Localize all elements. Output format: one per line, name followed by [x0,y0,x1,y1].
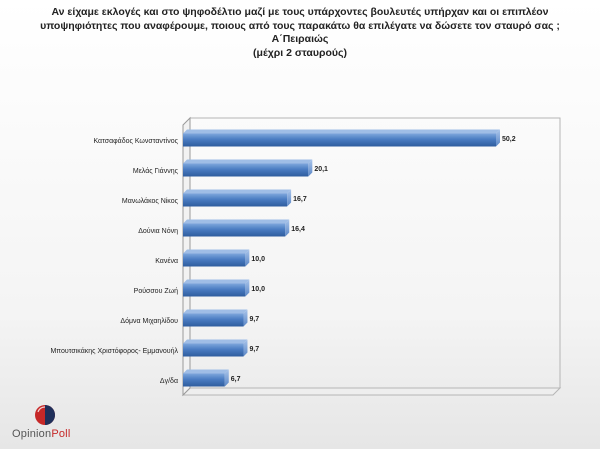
plot-floor [181,387,562,396]
bar-front [183,343,244,357]
bar-front [183,283,246,297]
category-label: Ρούσσου Ζωή [134,287,178,295]
bar-top [183,219,290,224]
bar [183,189,292,207]
bar [183,129,500,147]
title-line-1: Αν είχαμε εκλογές και στο ψηφοδέλτιο μαζ… [51,6,549,18]
bar-end [224,369,229,387]
bar-end [287,189,292,207]
bar-top [183,129,500,134]
bar-top [183,279,250,284]
bar-top [183,339,248,344]
value-label: 50,2 [502,136,516,143]
value-label: 6,7 [231,376,241,383]
bar-front [183,373,225,387]
bar [183,339,248,357]
bar-top [183,189,292,194]
bar-end [245,279,250,297]
category-label: Δόμνα Μιχαηλίδου [120,317,178,325]
title-line-4: (μέχρι 2 σταυρούς) [253,46,347,59]
bar [183,369,229,387]
bar-front [183,163,309,177]
logo-text-main: Opinion [12,428,52,440]
bars [183,129,500,387]
bar [183,309,248,327]
bar-top [183,159,313,164]
category-labels: Κατσαφάδος Κωνσταντίνος Μελάς Γιάννης Μανω… [50,137,178,385]
bar-end [285,219,290,237]
value-label: 9,7 [249,316,259,323]
category-label: Μανωλάκος Νίκος [122,197,179,205]
value-label: 10,0 [251,286,265,293]
logo-text: OpinionPoll [12,428,70,440]
category-label: Κανένα [155,257,178,265]
bar-top [183,309,248,314]
title-line-2: υποψηφιότητες που αναφέρουμε, ποιους από… [40,19,560,32]
category-label: Κατσαφάδος Κωνσταντίνος [93,137,178,145]
category-label: Μελάς Γιάννης [133,167,179,175]
bar-front [183,253,246,267]
bar-front [183,223,286,237]
value-label: 10,0 [251,256,265,263]
opinionpoll-logo [35,405,55,425]
category-label: Δγ/δα [160,378,178,385]
bar-end [245,249,250,267]
bar-end [496,129,500,147]
bar-end [243,339,248,357]
bar-front [183,133,496,147]
value-labels: 50,2 20,1 16,7 16,4 10,0 10,0 9,7 9,7 6,7 [231,136,516,383]
title-line-3: Α΄Πειραιώς [271,33,329,45]
value-label: 9,7 [249,346,259,353]
bar-top [183,369,229,374]
bar-top [183,249,250,254]
bar-end [243,309,248,327]
category-label: Δούνια Νόνη [138,227,178,235]
bar [183,279,250,297]
bar [183,159,313,177]
bar [183,219,290,237]
category-label: Μπουτσικάκης Χριστόφορος- Εμμανουήλ [50,347,178,355]
chart-title: Αν είχαμε εκλογές και στο ψηφοδέλτιο μαζ… [0,6,600,60]
logo-icon [35,405,55,425]
bar-front [183,193,288,207]
bar-end [308,159,313,177]
bar-front [183,313,244,327]
value-label: 16,7 [293,196,307,203]
bar [183,249,250,267]
value-label: 16,4 [291,226,305,233]
value-label: 20,1 [314,166,328,173]
logo-text-accent: Poll [51,428,71,440]
